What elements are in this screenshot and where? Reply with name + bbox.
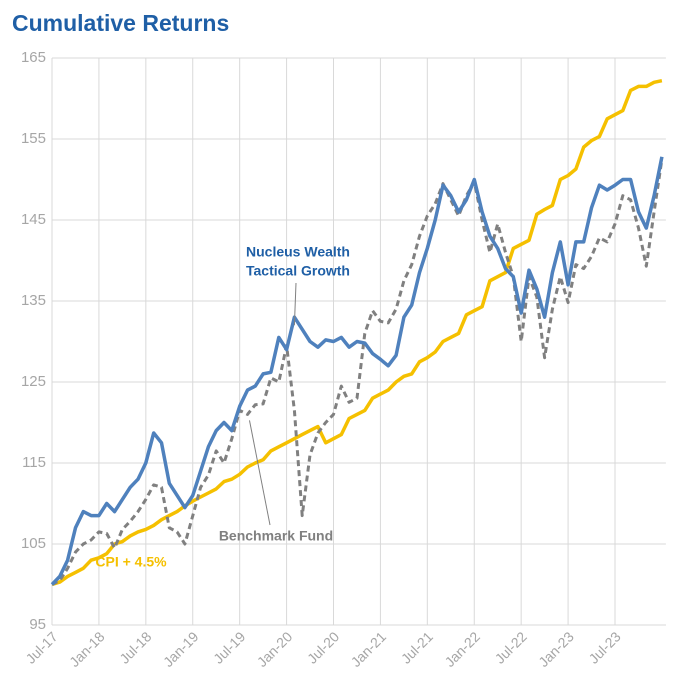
x-tick-label: Jul-23 bbox=[585, 628, 623, 666]
x-tick-label: Jan-18 bbox=[66, 628, 108, 670]
x-tick-label: Jul-18 bbox=[116, 628, 154, 666]
x-tick-label: Jul-20 bbox=[304, 628, 342, 666]
series-line bbox=[51, 159, 664, 586]
y-tick-label: 135 bbox=[21, 292, 46, 309]
annotation: Benchmark Fund bbox=[219, 528, 333, 544]
chart-title: Cumulative Returns bbox=[12, 10, 229, 36]
annotation: Nucleus Wealth bbox=[246, 244, 350, 260]
x-tick-label: Jan-22 bbox=[441, 628, 483, 670]
y-tick-label: 125 bbox=[21, 373, 46, 390]
x-tick-label: Jan-21 bbox=[348, 628, 390, 670]
y-tick-label: 105 bbox=[21, 535, 46, 552]
y-tick-label: 115 bbox=[22, 454, 46, 471]
x-tick-label: Jan-20 bbox=[254, 628, 296, 670]
x-tick-label: Jul-21 bbox=[398, 628, 436, 666]
series-line bbox=[50, 156, 664, 586]
annotation: CPI + 4.5% bbox=[95, 554, 167, 570]
y-tick-label: 165 bbox=[21, 49, 46, 66]
y-tick-label: 155 bbox=[21, 130, 46, 147]
series-line bbox=[51, 78, 663, 587]
x-tick-label: Jan-23 bbox=[535, 628, 577, 670]
x-tick-label: Jul-22 bbox=[492, 628, 530, 666]
y-tick-label: 145 bbox=[21, 211, 46, 228]
x-tick-label: Jan-19 bbox=[160, 628, 202, 670]
y-tick-label: 95 bbox=[29, 616, 46, 633]
x-tick-label: Jul-17 bbox=[22, 628, 60, 666]
annotation: Tactical Growth bbox=[246, 263, 350, 279]
leader-line bbox=[293, 282, 297, 326]
leader-line bbox=[248, 420, 271, 526]
x-tick-label: Jul-19 bbox=[210, 628, 248, 666]
